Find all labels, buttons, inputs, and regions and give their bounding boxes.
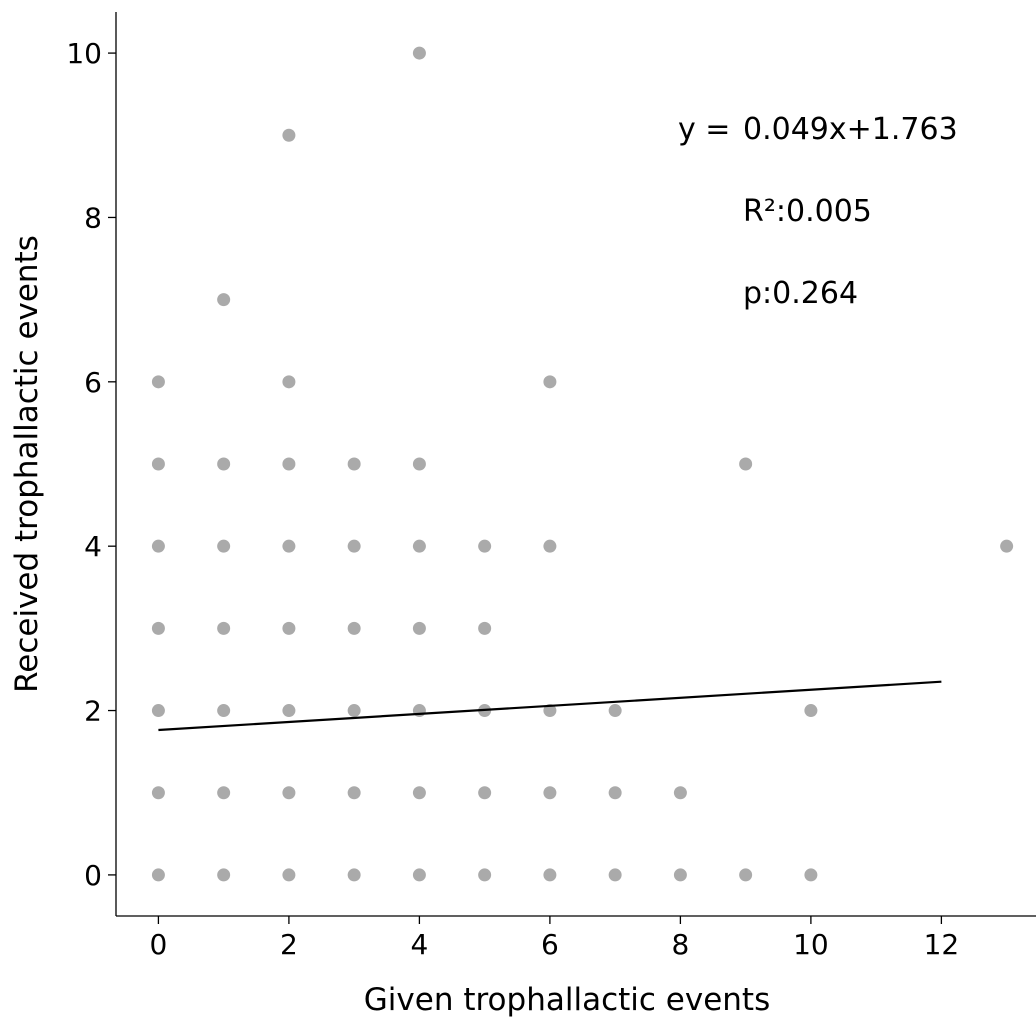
data-point [412,46,426,60]
data-point [412,868,426,882]
data-point [217,621,231,635]
x-tick-label: 6 [541,928,559,961]
x-ticks: 0 2 4 6 8 10 12 [149,916,959,961]
x-tick-label: 2 [280,928,298,961]
data-point [151,868,165,882]
data-point [673,868,687,882]
x-tick-label: 0 [149,928,167,961]
y-tick-label: 4 [84,530,102,563]
data-point [347,786,361,800]
data-point [151,786,165,800]
data-point [151,375,165,389]
data-point [543,786,557,800]
equation-prefix: y = [678,112,730,147]
data-point [478,786,492,800]
data-point [347,621,361,635]
data-point [608,704,622,718]
regression-line [158,680,942,732]
data-point [282,539,296,553]
data-point [412,457,426,471]
data-point [217,457,231,471]
y-axis-title: Received trophallactic events [9,235,45,693]
y-tick-label: 6 [84,366,102,399]
data-point [217,293,231,307]
data-point [739,868,753,882]
axes [115,12,1036,917]
data-point [543,704,557,718]
data-point [412,539,426,553]
data-point [804,868,818,882]
y-tick-label: 8 [84,201,102,234]
data-point [347,704,361,718]
y-tick-label: 10 [66,37,102,70]
data-point [412,786,426,800]
data-point [608,786,622,800]
data-point [282,457,296,471]
data-point [217,704,231,718]
data-point [347,868,361,882]
data-point [1000,539,1014,553]
data-point [217,539,231,553]
equation-annotation: 0.049x+1.763 [743,112,958,147]
data-point [478,539,492,553]
data-point [543,868,557,882]
data-point [282,786,296,800]
x-tick-label: 10 [793,928,829,961]
data-point [543,539,557,553]
data-point [151,457,165,471]
y-tick-label: 0 [84,859,102,892]
data-point [282,128,296,142]
data-point [543,375,557,389]
data-point [282,704,296,718]
data-point [478,868,492,882]
data-point [151,704,165,718]
data-point [347,539,361,553]
points-group [151,46,1014,882]
data-point [412,621,426,635]
data-point [282,621,296,635]
data-point [151,539,165,553]
x-tick-label: 4 [410,928,428,961]
data-point [282,868,296,882]
data-point [347,457,361,471]
data-point [739,457,753,471]
x-axis-title: Given trophallactic events [364,982,770,1018]
x-tick-label: 12 [924,928,960,961]
y-tick-label: 2 [84,695,102,728]
p-value-annotation: p:0.264 [743,276,858,311]
data-point [217,786,231,800]
data-point [478,621,492,635]
data-point [608,868,622,882]
data-point [673,786,687,800]
y-ticks: 0 2 4 6 8 10 [66,37,116,892]
data-point [217,868,231,882]
x-tick-label: 8 [671,928,689,961]
data-point [151,621,165,635]
data-point [282,375,296,389]
r-squared-annotation: R²:0.005 [743,194,872,229]
data-point [804,704,818,718]
